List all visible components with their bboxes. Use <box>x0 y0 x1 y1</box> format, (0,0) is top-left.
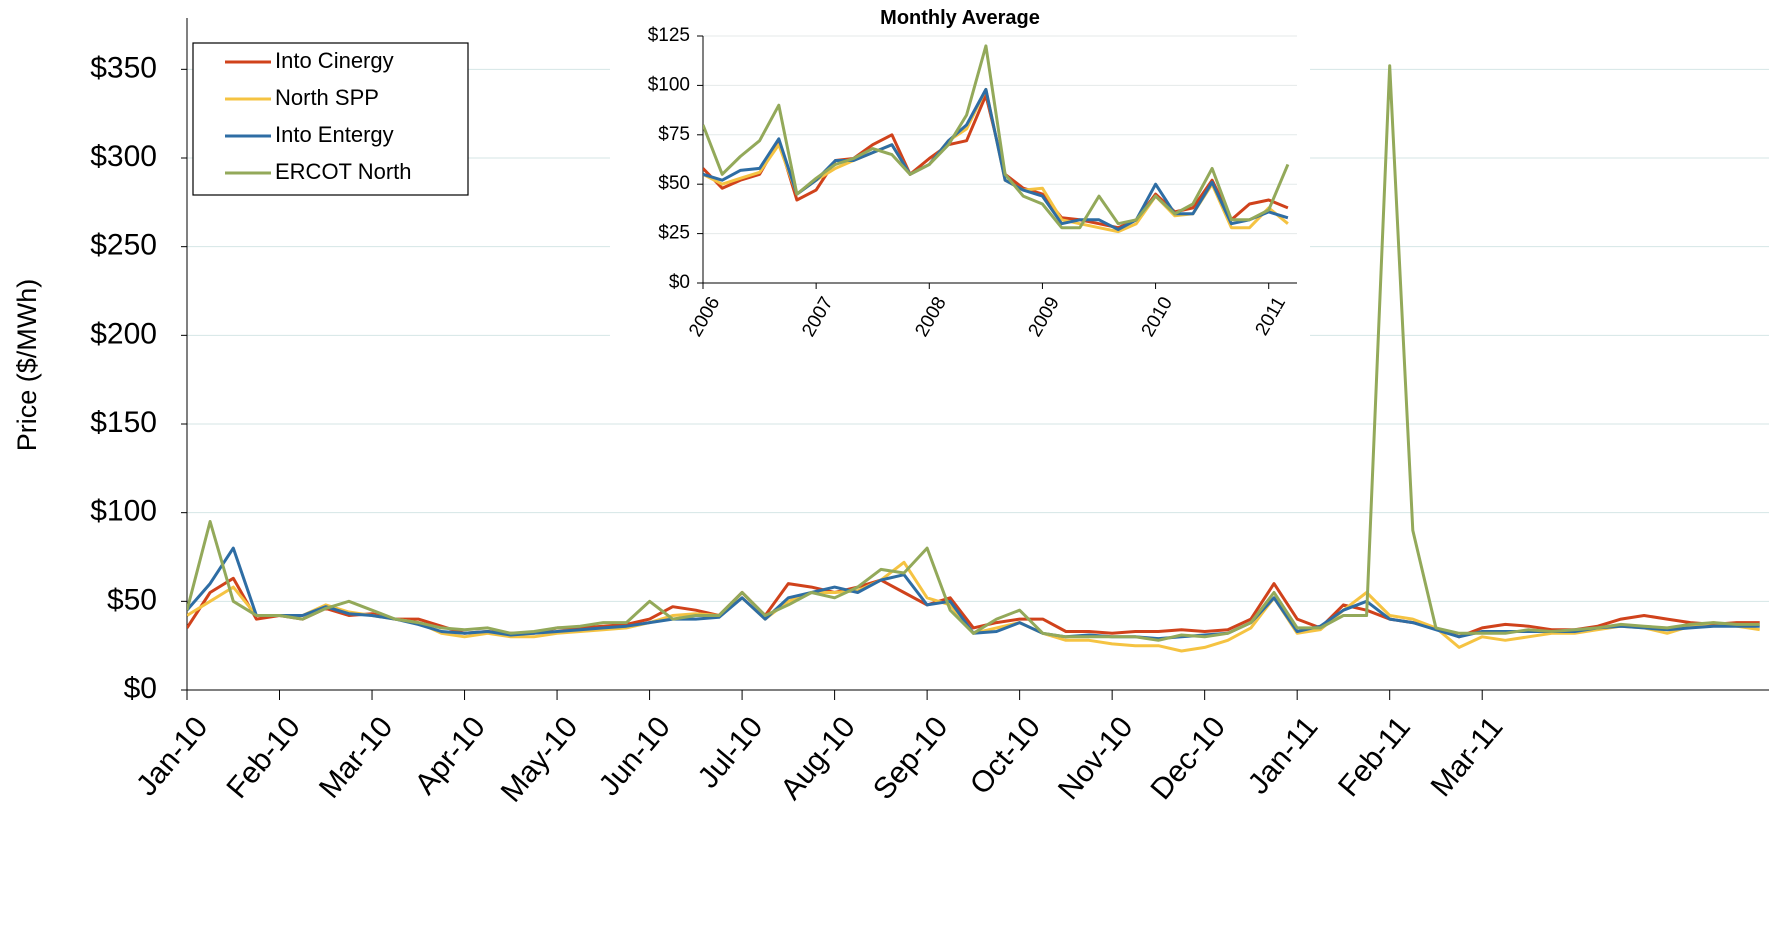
y-tick-label: $250 <box>90 229 157 262</box>
y-tick-label: $75 <box>658 124 690 145</box>
y-tick-label: $100 <box>90 495 157 528</box>
y-tick-label: $150 <box>90 406 157 439</box>
x-tick-label: Jun-10 <box>593 711 677 802</box>
y-tick-label: $0 <box>669 272 690 293</box>
legend-box <box>192 42 469 196</box>
x-tick-label: Mar-11 <box>1425 711 1510 803</box>
series-line <box>187 64 1760 642</box>
series-lines <box>187 64 1760 653</box>
y-tick-label: $200 <box>90 317 157 350</box>
x-tick-label: Oct-10 <box>964 711 1047 801</box>
y-axis-label: Price ($/MWh) <box>12 279 42 452</box>
x-tick-label: Feb-10 <box>220 711 306 805</box>
x-tick-label: Feb-11 <box>1332 711 1417 803</box>
x-tick-label: Aug-10 <box>774 711 861 806</box>
x-tick-label: Mar-10 <box>313 711 399 805</box>
legend-label: ERCOT North <box>275 159 412 184</box>
series-lines <box>703 44 1290 234</box>
series-line <box>187 560 1760 653</box>
legend-label: North SPP <box>275 85 379 110</box>
x-tick-label: Jan-11 <box>1242 711 1325 801</box>
y-tick-label: $50 <box>658 173 690 194</box>
x-tick-label: Dec-10 <box>1145 711 1232 806</box>
y-tick-label: $350 <box>90 51 157 84</box>
y-tick-label: $25 <box>658 223 690 244</box>
x-tick-label: Jan-10 <box>130 711 214 802</box>
x-tick-label: Nov-10 <box>1052 711 1139 806</box>
x-tick-label: May-10 <box>495 711 585 809</box>
x-tick-label: Sep-10 <box>867 711 954 806</box>
y-tick-label: $100 <box>648 74 690 95</box>
x-tick-label: Jul-10 <box>692 711 770 795</box>
series-line <box>703 44 1290 230</box>
inset-title: Monthly Average <box>880 7 1040 29</box>
y-tick-label: $125 <box>648 25 690 46</box>
y-tick-label: $0 <box>124 672 157 705</box>
legend-label: Into Cinergy <box>275 48 394 73</box>
y-tick-label: $50 <box>107 583 157 616</box>
y-tick-label: $300 <box>90 140 157 173</box>
x-tick-label: Apr-10 <box>409 711 492 801</box>
inset-background <box>610 0 1310 360</box>
legend-label: Into Entergy <box>275 122 394 147</box>
series-line <box>187 576 1760 639</box>
